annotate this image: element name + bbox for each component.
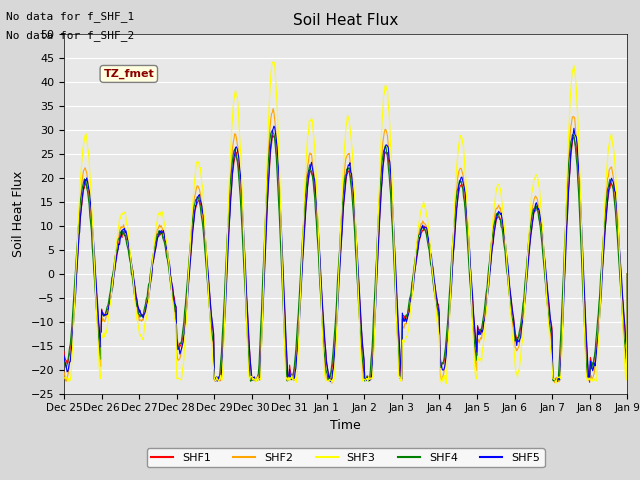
Text: TZ_fmet: TZ_fmet — [104, 69, 154, 79]
Title: Soil Heat Flux: Soil Heat Flux — [293, 13, 398, 28]
Text: No data for f_SHF_1: No data for f_SHF_1 — [6, 11, 134, 22]
Text: No data for f_SHF_2: No data for f_SHF_2 — [6, 30, 134, 41]
Legend: SHF1, SHF2, SHF3, SHF4, SHF5: SHF1, SHF2, SHF3, SHF4, SHF5 — [147, 448, 545, 467]
X-axis label: Time: Time — [330, 419, 361, 432]
Y-axis label: Soil Heat Flux: Soil Heat Flux — [12, 170, 25, 257]
